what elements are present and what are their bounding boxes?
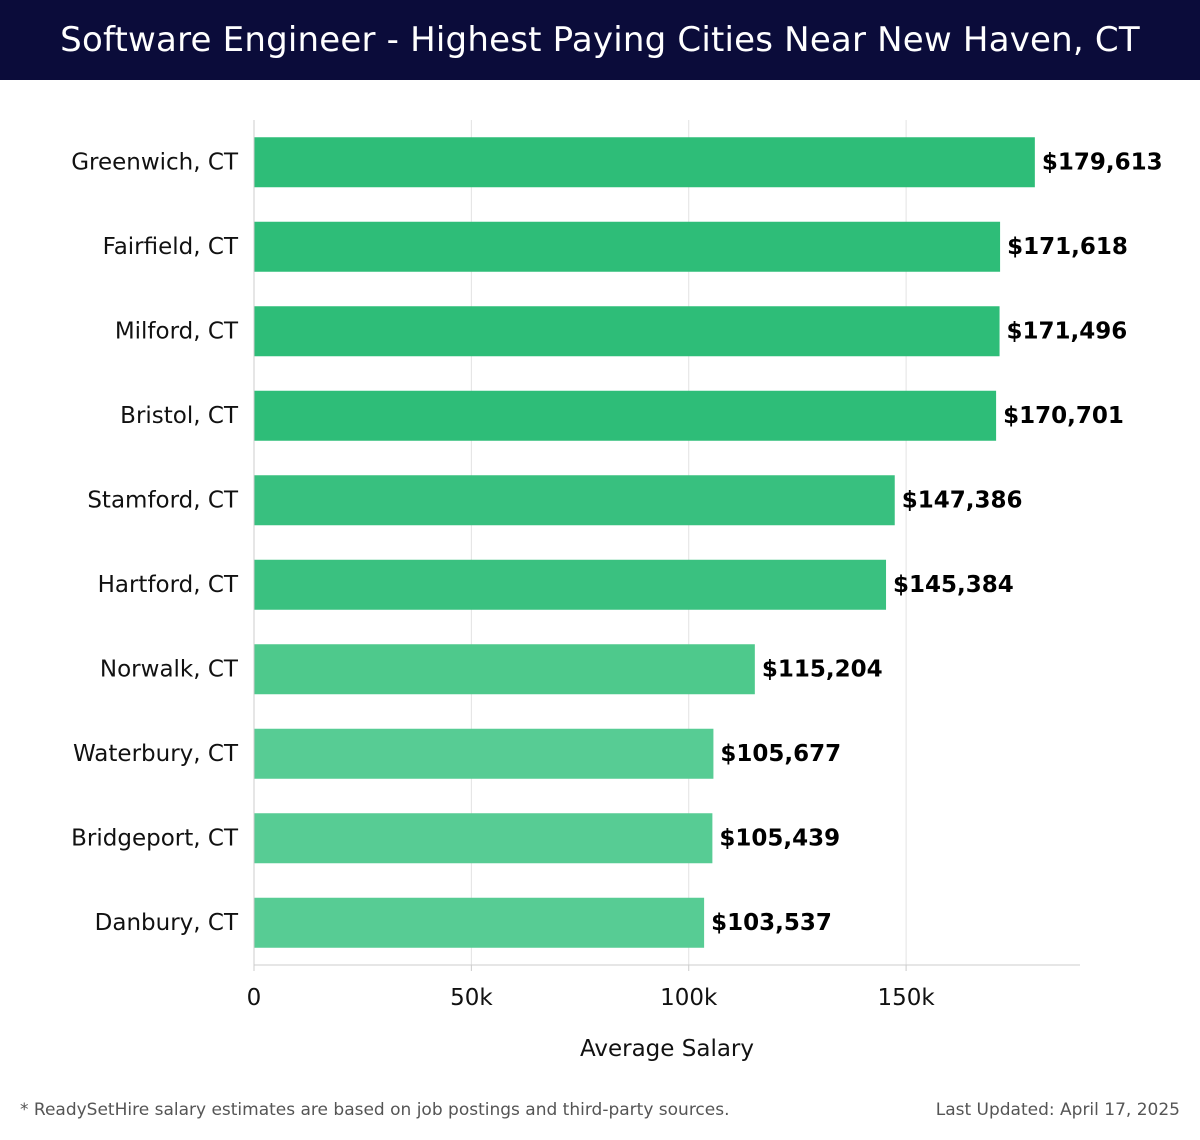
category-label-milford-ct: Milford, CT [115,318,239,344]
bar-greenwich-ct [254,137,1035,188]
bar-danbury-ct [254,897,705,948]
x-tick-label-50k: 50k [450,985,493,1011]
bar-milford-ct [254,306,1000,357]
value-label-waterbury-ct: $105,677 [720,741,841,767]
category-label-waterbury-ct: Waterbury, CT [73,741,239,767]
value-label-milford-ct: $171,496 [1007,318,1128,344]
value-label-norwalk-ct: $115,204 [762,656,883,682]
value-label-hartford-ct: $145,384 [893,572,1014,598]
last-updated: Last Updated: April 17, 2025 [935,1100,1180,1120]
footer-note: * ReadySetHire salary estimates are base… [20,1100,730,1120]
bar-bridgeport-ct [254,813,713,864]
bar-hartford-ct [254,559,887,610]
category-label-hartford-ct: Hartford, CT [98,572,239,598]
x-tick-label-0: 0 [247,985,262,1011]
value-label-fairfield-ct: $171,618 [1007,234,1128,260]
category-label-fairfield-ct: Fairfield, CT [103,234,239,260]
value-label-stamford-ct: $147,386 [902,487,1023,513]
chart-title: Software Engineer - Highest Paying Citie… [60,20,1140,60]
value-label-bridgeport-ct: $105,439 [719,825,840,851]
chart-header: Software Engineer - Highest Paying Citie… [0,0,1200,80]
value-label-greenwich-ct: $179,613 [1042,149,1163,175]
bar-stamford-ct [254,475,895,526]
bar-fairfield-ct [254,221,1001,272]
x-tick-label-100k: 100k [660,985,718,1011]
x-axis-title: Average Salary [580,1036,754,1062]
category-label-bridgeport-ct: Bridgeport, CT [71,825,239,851]
bar-chart: Greenwich, CT $179,613 Fairfield, CT $171,6… [71,120,1163,1062]
category-label-greenwich-ct: Greenwich, CT [71,149,239,175]
bar-norwalk-ct [254,644,755,695]
x-tick-label-150k: 150k [877,985,935,1011]
category-label-danbury-ct: Danbury, CT [95,910,239,936]
category-label-bristol-ct: Bristol, CT [120,403,239,429]
value-label-danbury-ct: $103,537 [711,910,832,936]
bar-bristol-ct [254,390,997,441]
category-label-stamford-ct: Stamford, CT [87,487,239,513]
category-label-norwalk-ct: Norwalk, CT [100,656,239,682]
bar-waterbury-ct [254,728,714,779]
value-label-bristol-ct: $170,701 [1003,403,1124,429]
